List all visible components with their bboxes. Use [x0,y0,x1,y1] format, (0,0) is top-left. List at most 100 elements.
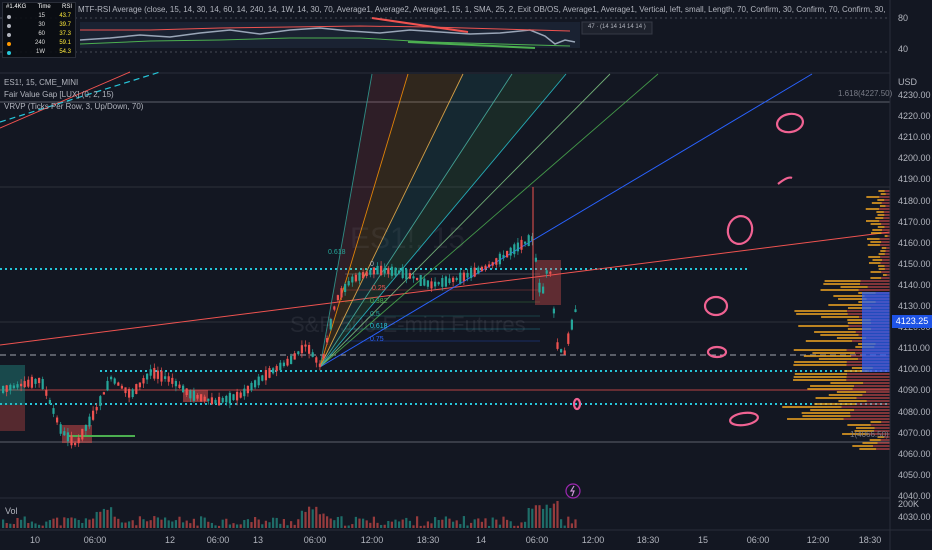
vrvp-bar [854,409,890,411]
vrvp-bar [818,358,858,360]
volume-bar [261,524,264,528]
volume-bar [185,520,188,528]
volume-bar [351,524,354,528]
price-tick: 4110.00 [898,343,930,354]
time-tick: 12:00 [806,535,830,545]
vrvp-bar [881,271,890,273]
volume-bar [480,521,483,528]
vrvp-bar [870,424,890,426]
volume-bar [408,520,411,528]
vrvp-bar [782,406,842,408]
volume-bar [477,518,480,528]
vrvp-bar [847,424,871,426]
last-price-tag: 4123.25 [892,315,932,328]
vrvp-bar [876,448,890,450]
vrvp-bar [887,235,890,237]
volume-bar [524,521,527,528]
watermark-ticker: ES1!, 15 [350,222,466,255]
volume-bar [48,520,51,528]
vrvp-bar [877,199,885,201]
price-tick: 4060.00 [898,448,931,459]
vrvp-bar [881,247,887,249]
volume-bar [527,508,530,528]
vrvp-bar [807,388,853,390]
volume-bar [376,522,379,528]
volume-bar [567,516,570,528]
volume-bar [257,519,260,528]
mtf-tf: 15 [38,13,45,19]
price-tick: 4180.00 [898,195,931,206]
mtf-header: #1.4KG Time RSI [3,3,75,12]
oscillator-legend[interactable]: MTF-RSI Average (close, 15, 14, 30, 14, … [78,5,888,14]
fvg-legend[interactable]: Fair Value Gap [LUX] (0, 2, 15) [4,90,114,99]
vrvp-bar [867,286,890,288]
volume-bar [387,520,390,528]
vrvp-bar [878,265,885,267]
symbol-legend[interactable]: ES1!, 15, CME_MINI [4,78,79,87]
vrvp-bar [884,436,890,438]
vrvp-bar [870,421,882,423]
vrvp-bar [883,217,890,219]
vrvp-bar [881,241,890,243]
volume-bar [23,516,26,528]
vrvp-bar [860,280,890,282]
vrvp-bar [841,406,890,408]
vrvp-bar [852,445,874,447]
fan-label: 0.618 [370,323,388,330]
vrvp-bar [858,289,890,291]
mtf-tf: 30 [38,22,45,28]
volume-bar [171,521,174,528]
vrvp-bar [847,373,890,375]
vrvp-bar [881,421,890,423]
volume-bar [491,517,494,528]
volume-bar [369,522,372,528]
vrvp-bar [872,259,883,261]
volume-bar [236,524,239,528]
status-dot-icon [7,50,11,55]
vrvp-bar [793,379,847,381]
volume-bar [70,517,73,528]
volume-bar [419,525,422,528]
volume-bar [146,521,149,528]
price-tick: 4030.00 [898,512,931,522]
mtf-header-symbol: #1.4KG [6,4,27,10]
volume-bar [315,506,318,528]
volume-bar [336,516,339,528]
volume-bar [203,517,206,528]
vrvp-bar [859,448,877,450]
volume-bar [232,523,235,528]
volume-bar [189,523,192,528]
vrvp-bar [866,400,890,402]
vrvp-bar [866,391,890,393]
volume-bar [372,516,375,528]
volume-bar [333,520,336,528]
volume-bar [326,516,329,528]
volume-bar [149,520,152,528]
vrvp-bar [860,283,890,285]
volume-bar [329,518,332,528]
vrvp-bar [886,247,890,249]
volume-bar [264,520,267,528]
volume-bar [34,523,37,528]
volume-bar [20,519,23,528]
volume-bar [99,511,102,528]
time-tick: 12:00 [581,535,605,545]
price-tick: 4160.00 [898,237,931,248]
vrvp-legend[interactable]: VRVP (Ticks Per Row, 3, Up/Down, 70) [4,102,144,111]
volume-bar [462,516,465,528]
mtf-row-15: 15 43.7 [3,12,75,21]
volume-bar [495,519,498,528]
vrvp-bar [787,418,844,420]
volume-bar [405,517,408,528]
vrvp-bar [850,412,890,414]
volume-bar [473,519,476,528]
volume-bar [192,518,195,528]
vrvp-bar [871,232,882,234]
volume-bar [502,516,505,528]
drawn-annotations [572,112,804,427]
vrvp-bar [879,220,890,222]
volume-bar [574,519,577,528]
volume-bar [56,517,59,528]
volume-legend[interactable]: Vol [5,506,18,516]
